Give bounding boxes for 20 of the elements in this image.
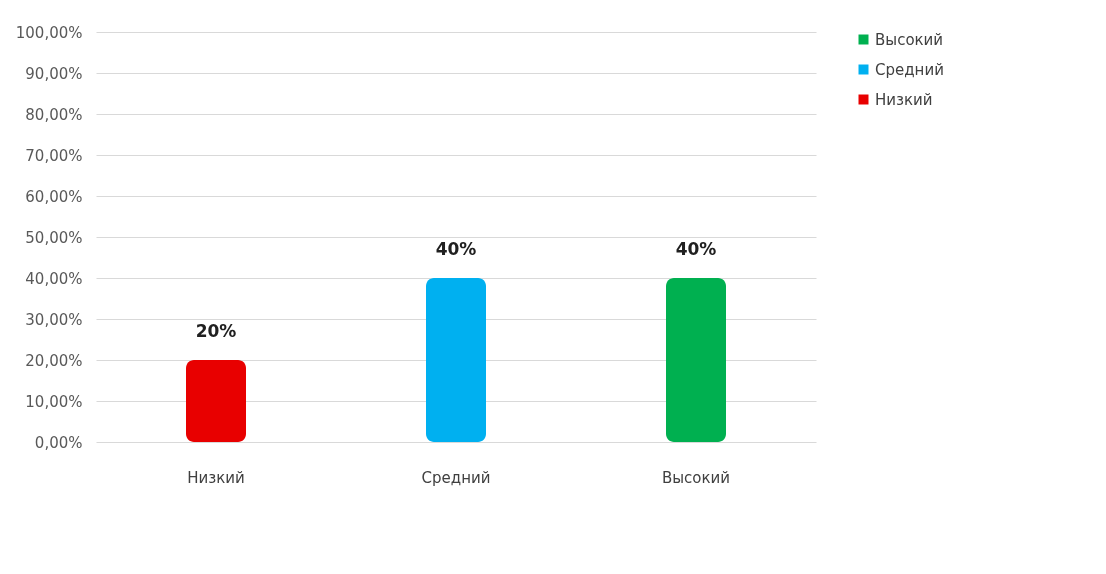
y-tick-label: 50,00% [25,228,83,247]
legend-label: Средний [875,60,944,79]
y-tick-label: 20,00% [25,351,83,370]
y-tick-label: 10,00% [25,392,83,411]
y-tick-label: 60,00% [25,187,83,206]
y-tick-label: 70,00% [25,146,83,165]
y-tick-label: 100,00% [15,23,83,42]
y-tick-label: 80,00% [25,105,83,124]
y-tick-label: 90,00% [25,64,83,83]
data-label: 40% [435,239,477,259]
y-tick-label: 30,00% [25,310,83,329]
legend-label: Низкий [875,90,933,109]
data-label: 20% [195,321,237,341]
x-tick-label: Средний [421,468,491,487]
legend-label: Высокий [875,30,944,49]
x-tick-label: Низкий [187,468,245,487]
y-tick-label: 0,00% [34,433,83,452]
data-label: 40% [675,239,717,259]
x-tick-label: Высокий [661,468,731,487]
y-tick-label: 40,00% [25,269,83,288]
